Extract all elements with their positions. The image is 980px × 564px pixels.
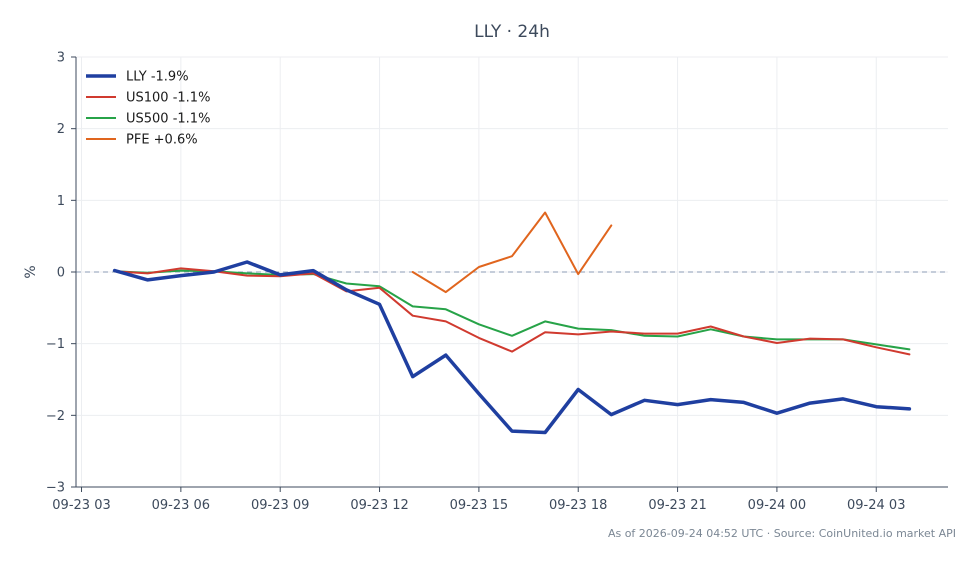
x-tick-label: 09-24 00	[748, 498, 806, 513]
chart-title: LLY · 24h	[474, 22, 550, 42]
x-tick-label: 09-23 12	[350, 498, 408, 513]
x-axis-ticks: 09-23 03 09-23 06 09-23 09 09-23 12 09-23 15…	[52, 487, 905, 513]
x-tick-label: 09-23 06	[152, 498, 210, 513]
grid	[76, 56, 948, 488]
series-line-3	[411, 211, 613, 294]
x-tick-label: 09-23 21	[648, 498, 706, 513]
legend-label: US500 -1.1%	[126, 112, 210, 127]
y-tick-label: −2	[46, 409, 65, 424]
series-line-0	[112, 260, 912, 435]
y-tick-label: 0	[57, 266, 65, 281]
footer-source: As of 2026-09-24 04:52 UTC · Source: Coi…	[608, 527, 956, 540]
y-tick-label: 2	[57, 122, 65, 137]
legend-label: US100 -1.1%	[126, 91, 210, 106]
y-tick-label: −3	[46, 481, 65, 496]
series-line-2	[113, 269, 911, 351]
x-tick-label: 09-24 03	[847, 498, 905, 513]
y-axis-label: %	[23, 265, 39, 278]
series-lines	[112, 211, 912, 435]
x-tick-label: 09-23 15	[450, 498, 508, 513]
y-tick-label: −1	[46, 337, 65, 352]
y-tick-label: 3	[57, 51, 65, 66]
legend-label: PFE +0.6%	[126, 133, 198, 148]
legend: LLY -1.9% US100 -1.1% US500 -1.1% PFE +0.6%	[86, 70, 210, 148]
y-axis-ticks: −3 −2 −1 0 1 2 3	[46, 51, 76, 496]
x-tick-label: 09-23 03	[52, 498, 110, 513]
y-tick-label: 1	[57, 194, 65, 209]
x-tick-label: 09-23 18	[549, 498, 607, 513]
x-tick-label: 09-23 09	[251, 498, 309, 513]
series-line-1	[113, 267, 911, 356]
legend-label: LLY -1.9%	[126, 70, 189, 85]
